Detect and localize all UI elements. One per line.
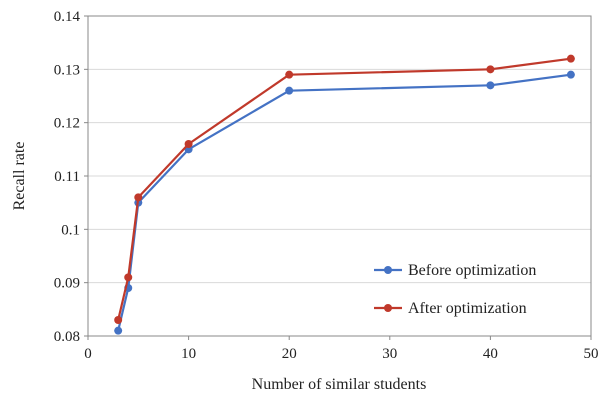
data-point-after-optimization bbox=[566, 54, 575, 63]
legend-label-after-optimization: After optimization bbox=[408, 300, 527, 317]
y-tick-label: 0.14 bbox=[54, 9, 81, 25]
y-axis-ticks: 0.08 0.09 0.1 0.11 0.12 0.13 0.14 bbox=[54, 9, 88, 345]
x-tick-label: 20 bbox=[282, 346, 297, 362]
data-point-before-optimization bbox=[114, 326, 123, 335]
y-tick-label: 0.11 bbox=[54, 169, 80, 185]
data-point-before-optimization bbox=[285, 86, 294, 95]
legend-label-before-optimization: Before optimization bbox=[408, 262, 536, 279]
data-point-after-optimization bbox=[486, 65, 495, 74]
x-tick-label: 50 bbox=[584, 346, 599, 362]
series-group bbox=[114, 54, 575, 335]
x-tick-label: 10 bbox=[181, 346, 196, 362]
data-point-after-optimization bbox=[134, 193, 143, 202]
y-tick-label: 0.13 bbox=[54, 62, 80, 78]
y-tick-label: 0.08 bbox=[54, 329, 80, 345]
y-tick-label: 0.1 bbox=[61, 222, 80, 238]
data-point-before-optimization bbox=[566, 70, 575, 79]
x-axis-title: Number of similar students bbox=[252, 376, 427, 393]
data-point-after-optimization bbox=[114, 316, 123, 324]
data-point-after-optimization bbox=[285, 70, 294, 79]
data-point-after-optimization bbox=[184, 140, 193, 148]
x-tick-label: 40 bbox=[483, 346, 498, 362]
legend-swatch-marker-after-optimization bbox=[384, 304, 392, 312]
gridlines bbox=[88, 15, 591, 284]
x-tick-label: 30 bbox=[382, 346, 397, 362]
data-point-before-optimization bbox=[486, 81, 495, 90]
y-tick-label: 0.12 bbox=[54, 116, 80, 132]
legend: Before optimization After optimization bbox=[374, 262, 536, 317]
y-tick-label: 0.09 bbox=[54, 276, 80, 292]
data-point-after-optimization bbox=[124, 273, 133, 282]
legend-swatch-marker-before-optimization bbox=[384, 266, 392, 274]
series-line-after-optimization bbox=[117, 57, 572, 321]
y-axis-title: Recall rate bbox=[11, 142, 28, 211]
x-tick-label: 0 bbox=[84, 346, 92, 362]
series-line-before-optimization bbox=[117, 73, 572, 331]
x-axis-ticks: 0 10 20 30 40 50 bbox=[84, 336, 599, 362]
